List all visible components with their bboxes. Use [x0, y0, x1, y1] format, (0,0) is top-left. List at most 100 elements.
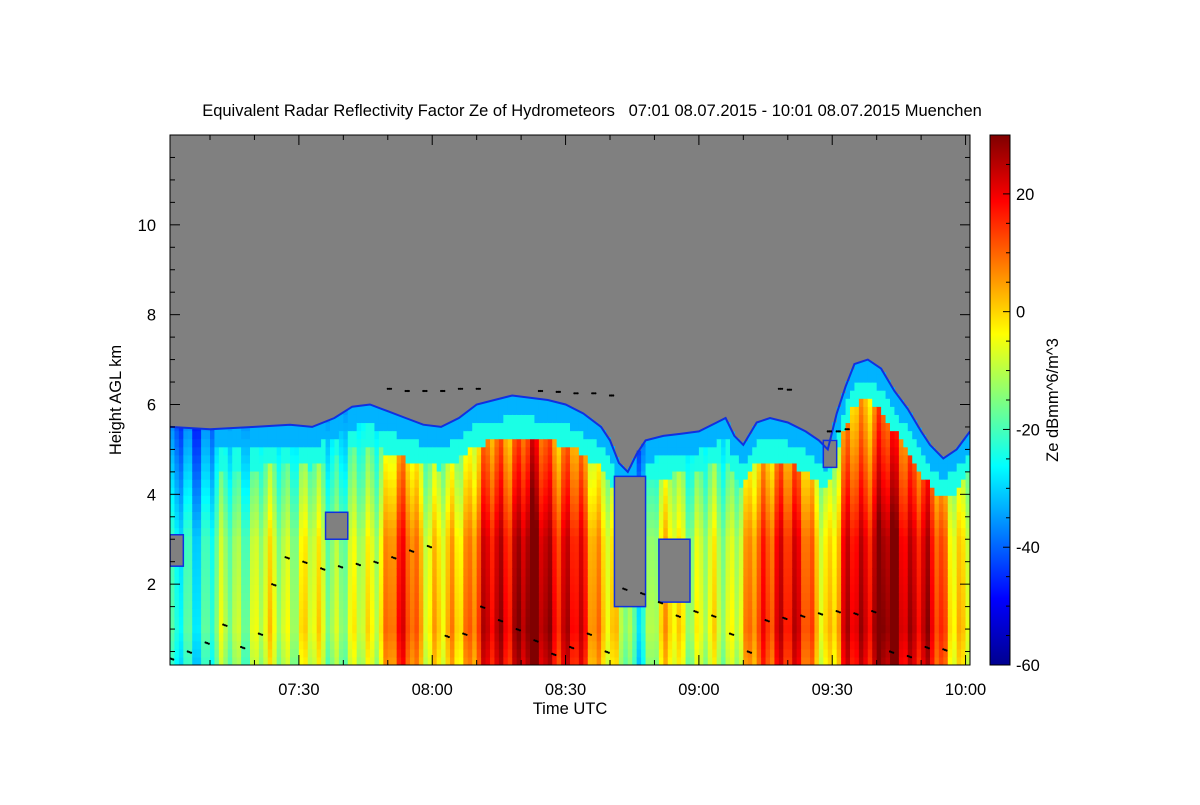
- ze-cell: [383, 543, 389, 553]
- ze-cell: [338, 648, 344, 658]
- ze-cell: [814, 640, 820, 650]
- ze-cell: [601, 470, 607, 480]
- ze-cell: [401, 559, 407, 569]
- ze-cell: [258, 567, 264, 577]
- ze-cell: [774, 543, 780, 553]
- ze-cell: [472, 600, 478, 609]
- ze-cell: [761, 584, 767, 593]
- ze-cell: [792, 535, 798, 545]
- ze-cell: [792, 576, 798, 585]
- ze-cell: [361, 567, 367, 577]
- ze-cell: [787, 600, 793, 609]
- ze-cell: [583, 576, 589, 585]
- ze-cell: [574, 584, 580, 593]
- ze-cell: [307, 543, 313, 553]
- ze-cell: [423, 624, 429, 634]
- ze-cell: [347, 616, 353, 626]
- ze-cell: [338, 616, 344, 626]
- ze-cell: [845, 414, 851, 424]
- ze-cell: [663, 503, 669, 512]
- ze-cell: [672, 527, 678, 537]
- ze-cell: [325, 616, 331, 626]
- ze-cell: [334, 438, 340, 448]
- ze-cell: [374, 632, 380, 642]
- ze-cell: [752, 446, 758, 456]
- ze-cell: [356, 608, 362, 618]
- ze-cell: [427, 425, 433, 432]
- ze-cell: [387, 479, 393, 488]
- ze-cell: [401, 584, 407, 593]
- ze-cell: [472, 519, 478, 529]
- ze-cell: [334, 416, 340, 424]
- ze-cell: [276, 487, 282, 496]
- ze-cell: [694, 470, 700, 480]
- ze-cell: [196, 511, 202, 521]
- ze-cell: [841, 406, 847, 415]
- ze-cell: [236, 495, 242, 504]
- ze-cell: [410, 608, 416, 618]
- ze-cell: [881, 527, 887, 537]
- ze-cell: [614, 462, 620, 472]
- ze-cell: [374, 454, 380, 464]
- ze-cell: [458, 551, 464, 561]
- ze-cell: [858, 648, 864, 658]
- ze-cell: [792, 584, 798, 593]
- ze-cell: [854, 414, 860, 424]
- ze-cell: [361, 487, 367, 496]
- ze-cell: [694, 559, 700, 569]
- ze-cell: [521, 608, 527, 618]
- ze-cell: [361, 446, 367, 456]
- ze-cell: [552, 608, 558, 618]
- ze-cell: [712, 608, 718, 618]
- ze-cell: [503, 592, 509, 601]
- ze-cell: [494, 584, 500, 593]
- ze-cell: [472, 624, 478, 634]
- ze-cell: [392, 640, 398, 650]
- ze-cell: [316, 648, 322, 658]
- ze-cell: [698, 535, 704, 545]
- ze-cell: [872, 624, 878, 634]
- ze-cell: [694, 495, 700, 504]
- ze-cell: [561, 535, 567, 545]
- ze-cell: [658, 436, 664, 440]
- ze-cell: [183, 600, 189, 609]
- ze-cell: [547, 584, 553, 593]
- ze-cell: [574, 462, 580, 472]
- ze-cell: [170, 430, 176, 440]
- ze-cell: [521, 511, 527, 521]
- ze-cell: [365, 503, 371, 512]
- ze-cell: [481, 543, 487, 553]
- ze-cell: [401, 632, 407, 642]
- ze-cell: [290, 462, 296, 472]
- ze-cell: [596, 592, 602, 601]
- ze-cell: [707, 616, 713, 626]
- ze-cell: [552, 511, 558, 521]
- ze-cell: [810, 435, 816, 440]
- ze-cell: [743, 511, 749, 521]
- ze-cell: [645, 446, 651, 456]
- ze-cell: [770, 584, 776, 593]
- ze-cell: [663, 640, 669, 650]
- ze-cell: [210, 584, 216, 593]
- ze-cell: [476, 624, 482, 634]
- ze-cell: [396, 495, 402, 504]
- ze-cell: [565, 648, 571, 658]
- ze-cell: [316, 519, 322, 529]
- ze-cell: [547, 422, 553, 432]
- ze-cell: [747, 487, 753, 496]
- ze-cell: [232, 511, 238, 521]
- ze-cell: [414, 462, 420, 472]
- ze-cell: [498, 438, 504, 448]
- ze-cell: [276, 495, 282, 504]
- ze-cell: [570, 462, 576, 472]
- ze-cell: [436, 527, 442, 537]
- ze-cell: [201, 632, 207, 642]
- ze-cell: [761, 446, 767, 456]
- ze-cell: [703, 527, 709, 537]
- ze-cell: [565, 470, 571, 480]
- ze-cell: [734, 470, 740, 480]
- ze-cell: [885, 551, 891, 561]
- ze-cell: [490, 438, 496, 448]
- ze-cell: [823, 495, 829, 504]
- ze-cell: [450, 648, 456, 658]
